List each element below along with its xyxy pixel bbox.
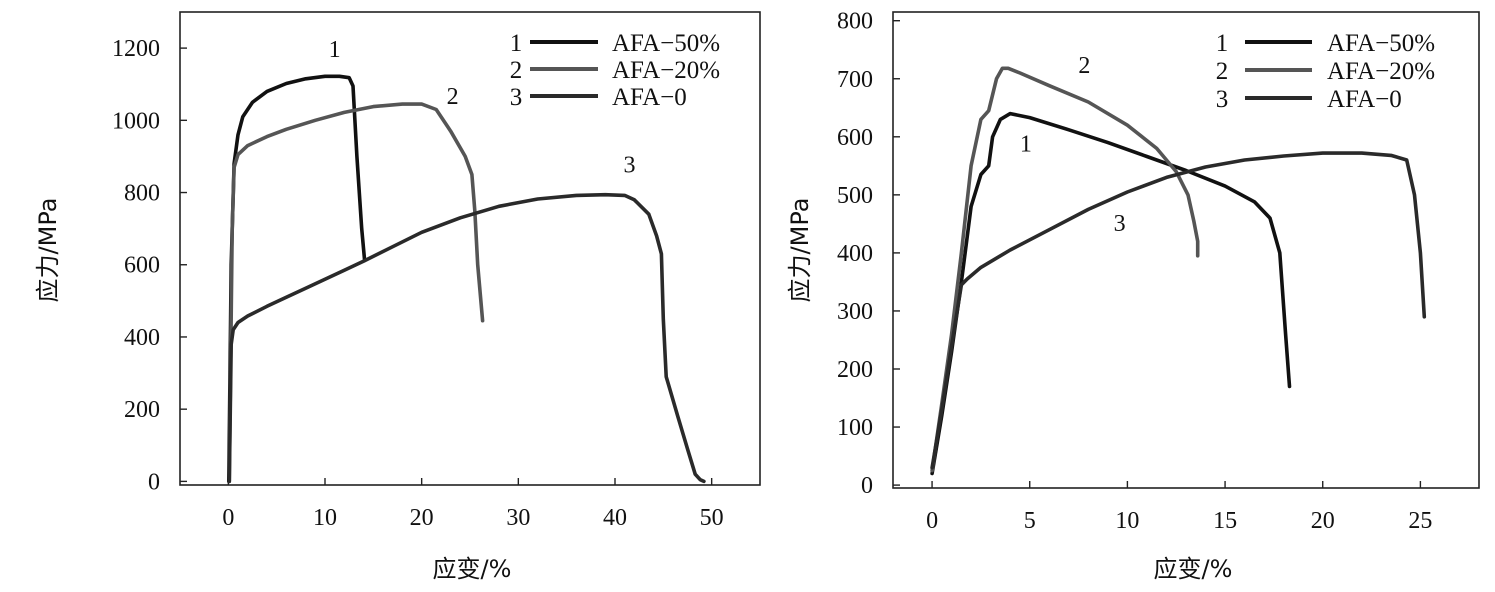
y-tick-label: 0 [148, 469, 160, 495]
legend-label: AFA−50% [612, 30, 720, 57]
x-tick-label: 0 [222, 505, 234, 531]
x-tick-label: 15 [1213, 508, 1237, 534]
series-line-3 [227, 192, 706, 484]
x-tick-label: 5 [1024, 508, 1036, 534]
legend-label: AFA−20% [612, 57, 720, 84]
y-tick-label: 800 [124, 181, 160, 207]
y-axis-title: 应力/MPa [786, 198, 814, 303]
legend: 1 AFA−50% 2 AFA−20% 3 AFA−0 [1216, 30, 1435, 113]
y-tick-label: 100 [837, 415, 873, 441]
y-tick-label: 0 [861, 473, 873, 499]
series-line-2 [227, 102, 485, 484]
y-tick-label: 200 [124, 397, 160, 423]
x-axis-title: 应变/% [1154, 555, 1233, 583]
y-axis-title: 应力/MPa [34, 198, 62, 303]
legend-number: 1 [510, 30, 523, 57]
y-tick-label: 1200 [112, 36, 160, 62]
y-tick-label: 600 [837, 125, 873, 151]
curve-label-3: 3 [1114, 211, 1126, 237]
series-line-1 [930, 111, 1292, 476]
series-line-3 [930, 151, 1427, 470]
legend-number: 3 [1216, 86, 1229, 113]
chart-panel-1: 0 10 20 30 40 50 0 200 400 600 800 1000 1200 应变/% 应力/M… [34, 11, 761, 583]
chart-panel-2: 0 5 10 15 20 25 0 100 200 300 400 500 600 700 800 应变/% 应… [786, 9, 1480, 583]
x-tick-label: 30 [506, 505, 530, 531]
y-tick-label: 400 [124, 325, 160, 351]
legend-number: 3 [510, 84, 523, 111]
x-tick-label: 25 [1408, 508, 1432, 534]
x-tick-label: 50 [700, 505, 724, 531]
legend-label: AFA−20% [1327, 58, 1435, 85]
y-tick-label: 700 [837, 67, 873, 93]
y-tick-label: 300 [837, 299, 873, 325]
x-tick-label: 20 [1311, 508, 1335, 534]
x-tick-label: 40 [603, 505, 627, 531]
x-tick-label: 10 [313, 505, 337, 531]
x-tick-label: 10 [1115, 508, 1139, 534]
legend-number: 2 [510, 57, 523, 84]
x-tick-label: 20 [410, 505, 434, 531]
legend: 1 AFA−50% 2 AFA−20% 3 AFA−0 [510, 30, 720, 111]
y-tick-label: 500 [837, 183, 873, 209]
plot-frame [179, 11, 761, 486]
plot-frame [892, 11, 1480, 489]
y-tick-label: 800 [837, 9, 873, 35]
x-tick-label: 0 [926, 508, 938, 534]
y-tick-label: 400 [837, 241, 873, 267]
y-tick-label: 200 [837, 357, 873, 383]
series-line-2 [930, 66, 1200, 473]
legend-label: AFA−0 [1327, 86, 1402, 113]
curve-label-1: 1 [1020, 131, 1032, 157]
legend-label: AFA−0 [612, 84, 687, 111]
legend-number: 2 [1216, 58, 1229, 85]
y-tick-label: 1000 [112, 108, 160, 134]
curve-label-2: 2 [1078, 53, 1090, 79]
series-line-1 [227, 74, 367, 484]
curve-label-3: 3 [624, 153, 636, 179]
curve-label-1: 1 [329, 37, 341, 63]
legend-number: 1 [1216, 30, 1229, 57]
legend-label: AFA−50% [1327, 30, 1435, 57]
curve-label-2: 2 [447, 84, 459, 110]
x-axis-title: 应变/% [433, 555, 512, 583]
y-tick-label: 600 [124, 253, 160, 279]
